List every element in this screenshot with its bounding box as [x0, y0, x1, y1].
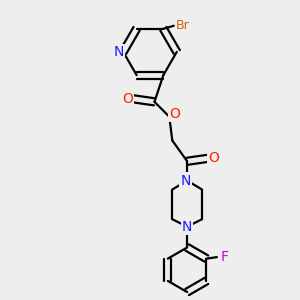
Text: O: O [122, 92, 133, 106]
Text: N: N [181, 174, 191, 188]
Text: N: N [182, 220, 192, 234]
Text: O: O [169, 107, 180, 121]
Text: O: O [208, 151, 219, 165]
Text: Br: Br [176, 19, 190, 32]
Text: N: N [114, 45, 124, 59]
Text: F: F [221, 250, 229, 264]
